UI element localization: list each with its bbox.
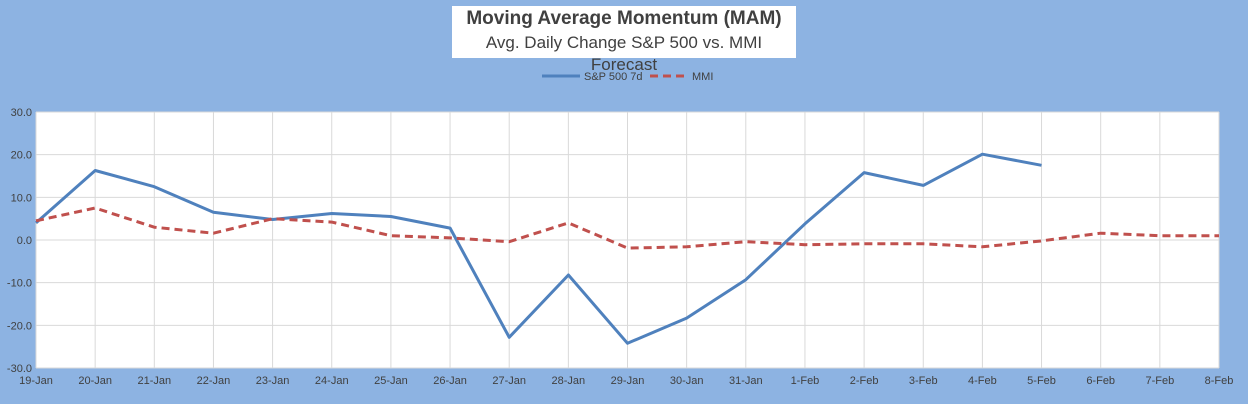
y-tick-label: -20.0 (7, 320, 32, 332)
y-tick-label: 10.0 (11, 192, 32, 204)
y-tick-label: 30.0 (11, 107, 32, 119)
x-tick-label: 8-Feb (1205, 375, 1234, 387)
series-line-mmi (35, 206, 1219, 250)
x-tick-label: 30-Jan (670, 375, 704, 387)
title-box: Moving Average Momentum (MAM) Avg. Daily… (452, 6, 796, 74)
axes: 30.0 20.0 10.0 0.0 -10.0 -20.0 -30.019-Jan 20-J… (7, 107, 1233, 387)
y-tick-label: 20.0 (11, 150, 32, 162)
series-lines (35, 152, 1219, 345)
x-tick-label: 31-Jan (729, 375, 763, 387)
x-tick-label: 5-Feb (1027, 375, 1056, 387)
x-tick-label: 28-Jan (552, 375, 586, 387)
x-tick-label: 2-Feb (850, 375, 879, 387)
series-line-s-p-500-7d (35, 152, 1042, 345)
x-tick-label: 20-Jan (78, 375, 112, 387)
x-tick-label: 21-Jan (137, 375, 171, 387)
chart-subtitle: Avg. Daily Change S&P 500 vs. MMI Foreca… (485, 33, 763, 74)
y-tick-label: 0.0 (17, 235, 32, 247)
x-tick-label: 3-Feb (909, 375, 938, 387)
legend-label: MMI (692, 71, 713, 83)
x-tick-label: 6-Feb (1086, 375, 1115, 387)
y-tick-label: -30.0 (7, 363, 32, 375)
y-tick-label: -10.0 (7, 278, 32, 290)
x-tick-label: 24-Jan (315, 375, 349, 387)
x-tick-label: 7-Feb (1145, 375, 1174, 387)
legend: S&P 500 7d MMI (542, 71, 713, 83)
x-tick-label: 19-Jan (19, 375, 53, 387)
x-tick-label: 4-Feb (968, 375, 997, 387)
x-tick-label: 27-Jan (492, 375, 526, 387)
x-tick-label: 25-Jan (374, 375, 408, 387)
x-tick-label: 1-Feb (791, 375, 820, 387)
x-tick-label: 22-Jan (197, 375, 231, 387)
x-tick-label: 26-Jan (433, 375, 467, 387)
x-tick-label: 23-Jan (256, 375, 290, 387)
x-tick-label: 29-Jan (611, 375, 645, 387)
grid-lines (35, 111, 1220, 369)
legend-label: S&P 500 7d (584, 71, 643, 83)
chart-title: Moving Average Momentum (MAM) (466, 8, 782, 29)
